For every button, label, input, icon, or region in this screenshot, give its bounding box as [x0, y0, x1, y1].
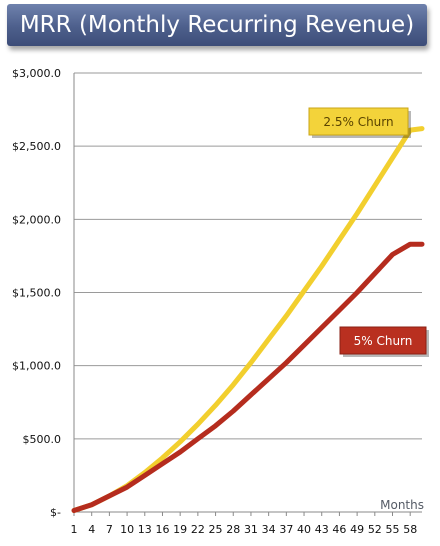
x-tick-label: 7 — [106, 523, 113, 536]
y-axis-ticks: $- $500.0 $1,000.0 $1,500.0 $2,000.0 $2,500.0… — [12, 67, 61, 519]
legend-label: 5% Churn — [354, 334, 413, 348]
series-line-churn-2-5 — [71, 126, 425, 513]
callout-box — [339, 326, 427, 355]
y-tick-label: $2,500.0 — [12, 140, 61, 153]
y-tick-label: $500.0 — [23, 433, 62, 446]
y-tick-label: $1,500.0 — [12, 287, 61, 300]
y-tick-label: $- — [50, 506, 61, 519]
x-tick-label: 58 — [403, 523, 417, 536]
axes — [73, 73, 422, 513]
x-tick-label: 49 — [350, 523, 364, 536]
x-tick-label: 37 — [279, 523, 293, 536]
callout-box — [308, 107, 409, 136]
series-callouts: 2.5% Churn 5% Churn — [308, 107, 429, 357]
callout-churn-2-5: 2.5% Churn — [308, 107, 411, 138]
x-axis-ticks: 1 4 7 10 13 16 19 22 25 28 31 34 37 40 43 46 49 52 55 58 — [71, 512, 417, 536]
x-tick-label: 4 — [88, 523, 95, 536]
x-tick-label: 19 — [173, 523, 187, 536]
x-tick-label: 52 — [368, 523, 382, 536]
y-tick-label: $3,000.0 — [12, 67, 61, 80]
series-lines — [71, 126, 425, 513]
x-tick-label: 10 — [120, 523, 134, 536]
y-tick-label: $1,000.0 — [12, 360, 61, 373]
y-tick-label: $2,000.0 — [12, 213, 61, 226]
x-tick-label: 55 — [386, 523, 400, 536]
x-tick-label: 28 — [226, 523, 240, 536]
callout-churn-5: 5% Churn — [339, 326, 429, 357]
x-tick-label: 40 — [297, 523, 311, 536]
legend-label: 2.5% Churn — [323, 115, 393, 129]
x-tick-label: 13 — [138, 523, 152, 536]
x-tick-label: 46 — [332, 523, 346, 536]
x-axis-label: Months — [380, 498, 424, 512]
x-tick-label: 16 — [155, 523, 169, 536]
x-tick-label: 22 — [191, 523, 205, 536]
x-tick-label: 31 — [244, 523, 258, 536]
x-tick-label: 1 — [71, 523, 78, 536]
x-tick-label: 25 — [209, 523, 223, 536]
x-tick-label: 34 — [262, 523, 276, 536]
series-line-churn-5 — [71, 241, 425, 513]
chart-title: MRR (Monthly Recurring Revenue) — [7, 4, 427, 46]
gridlines — [74, 72, 422, 440]
x-tick-label: 43 — [315, 523, 329, 536]
